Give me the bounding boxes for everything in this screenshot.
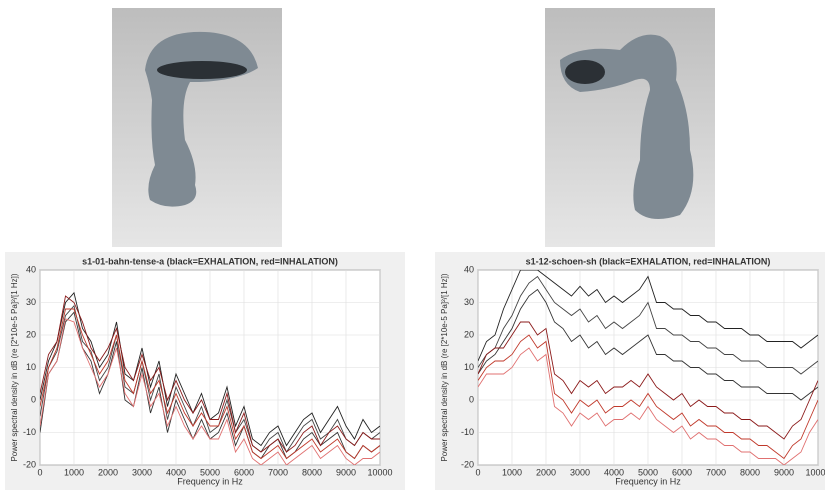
- x-tick-label: 9000: [336, 467, 356, 477]
- y-tick-label: -10: [461, 427, 474, 437]
- x-tick-label: 7000: [268, 467, 288, 477]
- y-tick-label: 10: [26, 362, 36, 372]
- x-axis-label: Frequency in Hz: [615, 476, 681, 486]
- x-tick-label: 7000: [706, 467, 726, 477]
- x-tick-label: 2000: [98, 467, 118, 477]
- x-tick-label: 0: [37, 467, 42, 477]
- x-tick-label: 9000: [774, 467, 794, 477]
- x-axis-label: Frequency in Hz: [177, 476, 243, 486]
- y-axis-label: Power spectral density in dB (re [2*10e-…: [440, 273, 449, 461]
- x-tick-label: 10000: [805, 467, 825, 477]
- x-tick-label: 8000: [302, 467, 322, 477]
- x-tick-label: 0: [475, 467, 480, 477]
- figure: 0100020003000400050006000700080009000100…: [0, 0, 825, 490]
- x-tick-label: 1000: [64, 467, 84, 477]
- figure-canvas: 0100020003000400050006000700080009000100…: [0, 0, 825, 490]
- y-axis-label: Power spectral density in dB (re [2*10e-…: [10, 273, 19, 461]
- y-tick-label: -10: [23, 427, 36, 437]
- x-tick-label: 1000: [502, 467, 522, 477]
- y-tick-label: 30: [26, 297, 36, 307]
- y-tick-label: -20: [461, 459, 474, 469]
- x-tick-label: 2000: [536, 467, 556, 477]
- y-tick-label: 20: [26, 329, 36, 339]
- photo-left: [112, 8, 282, 247]
- photo-right: [545, 8, 715, 247]
- y-tick-label: 40: [26, 264, 36, 274]
- x-tick-label: 3000: [132, 467, 152, 477]
- y-tick-label: 0: [469, 394, 474, 404]
- x-tick-label: 8000: [740, 467, 760, 477]
- x-tick-label: 10000: [367, 467, 392, 477]
- y-tick-label: 30: [464, 297, 474, 307]
- y-tick-label: 20: [464, 329, 474, 339]
- y-tick-label: -20: [23, 459, 36, 469]
- x-tick-label: 3000: [570, 467, 590, 477]
- chart-title: s1-12-schoen-sh (black=EXHALATION, red=I…: [526, 256, 771, 266]
- chart-title: s1-01-bahn-tense-a (black=EXHALATION, re…: [82, 256, 338, 266]
- y-tick-label: 10: [464, 362, 474, 372]
- y-tick-label: 0: [31, 394, 36, 404]
- y-tick-label: 40: [464, 264, 474, 274]
